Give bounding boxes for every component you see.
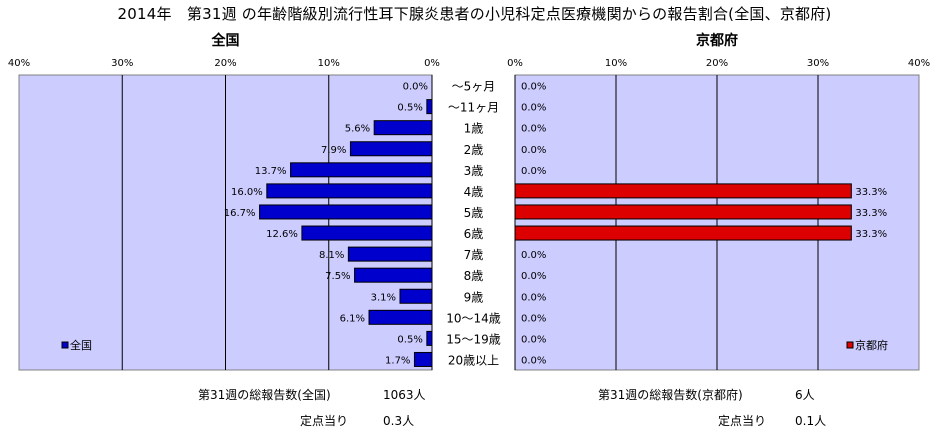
bar: [426, 330, 433, 346]
data-label: 8.1%: [319, 250, 344, 261]
category-label: 2歳: [464, 143, 484, 157]
tick-label: 40%: [8, 58, 30, 69]
data-label: 3.1%: [371, 292, 396, 303]
category-label: 6歳: [464, 227, 484, 241]
category-label: ～11ヶ月: [448, 101, 499, 115]
category-label: 7歳: [464, 248, 484, 262]
category-label: 3歳: [464, 164, 484, 178]
kyoto-per-label: 定点当り: [718, 414, 767, 428]
tick-label: 10%: [318, 58, 340, 69]
bar: [368, 309, 433, 325]
bar: [399, 288, 433, 304]
bar: [413, 351, 433, 367]
data-label: 0.5%: [397, 334, 422, 345]
legend-swatch: [61, 341, 69, 349]
data-label: 33.3%: [855, 208, 887, 219]
national-per-value: 0.3人: [383, 414, 415, 428]
tick-label: 20%: [706, 58, 728, 69]
data-label: 0.5%: [397, 103, 422, 114]
bar: [514, 204, 852, 220]
tick-label: 20%: [214, 58, 236, 69]
bar: [354, 267, 433, 283]
bar: [290, 162, 433, 178]
bar: [426, 99, 433, 115]
category-label: ～5ヶ月: [452, 80, 496, 94]
data-label: 16.0%: [231, 187, 263, 198]
bar: [259, 204, 433, 220]
data-label: 33.3%: [855, 187, 887, 198]
data-label: 0.0%: [521, 355, 546, 366]
data-label: 1.7%: [385, 355, 410, 366]
category-label: 9歳: [464, 290, 484, 304]
national-total-value: 1063人: [383, 388, 426, 402]
panel-title: 京都府: [696, 32, 738, 49]
bar: [349, 141, 433, 157]
data-label: 33.3%: [855, 229, 887, 240]
tick-label: 10%: [605, 58, 627, 69]
category-label: 5歳: [464, 206, 484, 220]
page-title: 2014年 第31週 の年齢階級別流行性耳下腺炎患者の小児科定点医療機関からの報…: [117, 5, 832, 23]
tick-label: 30%: [807, 58, 829, 69]
category-label: 20歳以上: [448, 353, 499, 367]
data-label: 0.0%: [521, 313, 546, 324]
data-label: 0.0%: [521, 166, 546, 177]
tick-label: 0%: [424, 58, 440, 69]
tick-label: 30%: [111, 58, 133, 69]
bar: [347, 246, 433, 262]
data-label: 13.7%: [255, 166, 287, 177]
bar: [301, 225, 433, 241]
kyoto-per-value: 0.1人: [795, 414, 827, 428]
bar: [373, 120, 433, 136]
legend-label: 京都府: [855, 338, 888, 352]
data-label: 12.6%: [266, 229, 298, 240]
bar: [514, 183, 852, 199]
category-label: 1歳: [464, 122, 484, 136]
data-label: 0.0%: [521, 334, 546, 345]
data-label: 7.5%: [325, 271, 350, 282]
category-label: 10～14歳: [446, 311, 501, 325]
data-label: 6.1%: [340, 313, 365, 324]
data-label: 7.9%: [321, 145, 346, 156]
bar: [266, 183, 433, 199]
tick-label: 0%: [507, 58, 523, 69]
legend-swatch: [846, 341, 854, 349]
tick-label: 40%: [908, 58, 930, 69]
category-label: 8歳: [464, 269, 484, 283]
data-label: 0.0%: [521, 292, 546, 303]
category-label: 4歳: [464, 185, 484, 199]
data-label: 16.7%: [224, 208, 256, 219]
data-label: 0.0%: [521, 145, 546, 156]
data-label: 0.0%: [521, 250, 546, 261]
data-label: 0.0%: [521, 124, 546, 135]
data-label: 0.0%: [403, 82, 428, 93]
kyoto-total-value: 6人: [795, 388, 815, 402]
national-per-label: 定点当り: [300, 414, 349, 428]
kyoto-total-label: 第31週の総報告数(京都府): [598, 388, 743, 402]
legend-label: 全国: [70, 338, 92, 352]
bar: [514, 225, 852, 241]
data-label: 0.0%: [521, 271, 546, 282]
data-label: 5.6%: [345, 124, 370, 135]
data-label: 0.0%: [521, 103, 546, 114]
data-label: 0.0%: [521, 82, 546, 93]
panel-title: 全国: [211, 32, 240, 49]
category-label: 15～19歳: [446, 332, 501, 346]
national-total-label: 第31週の総報告数(全国): [198, 388, 331, 402]
